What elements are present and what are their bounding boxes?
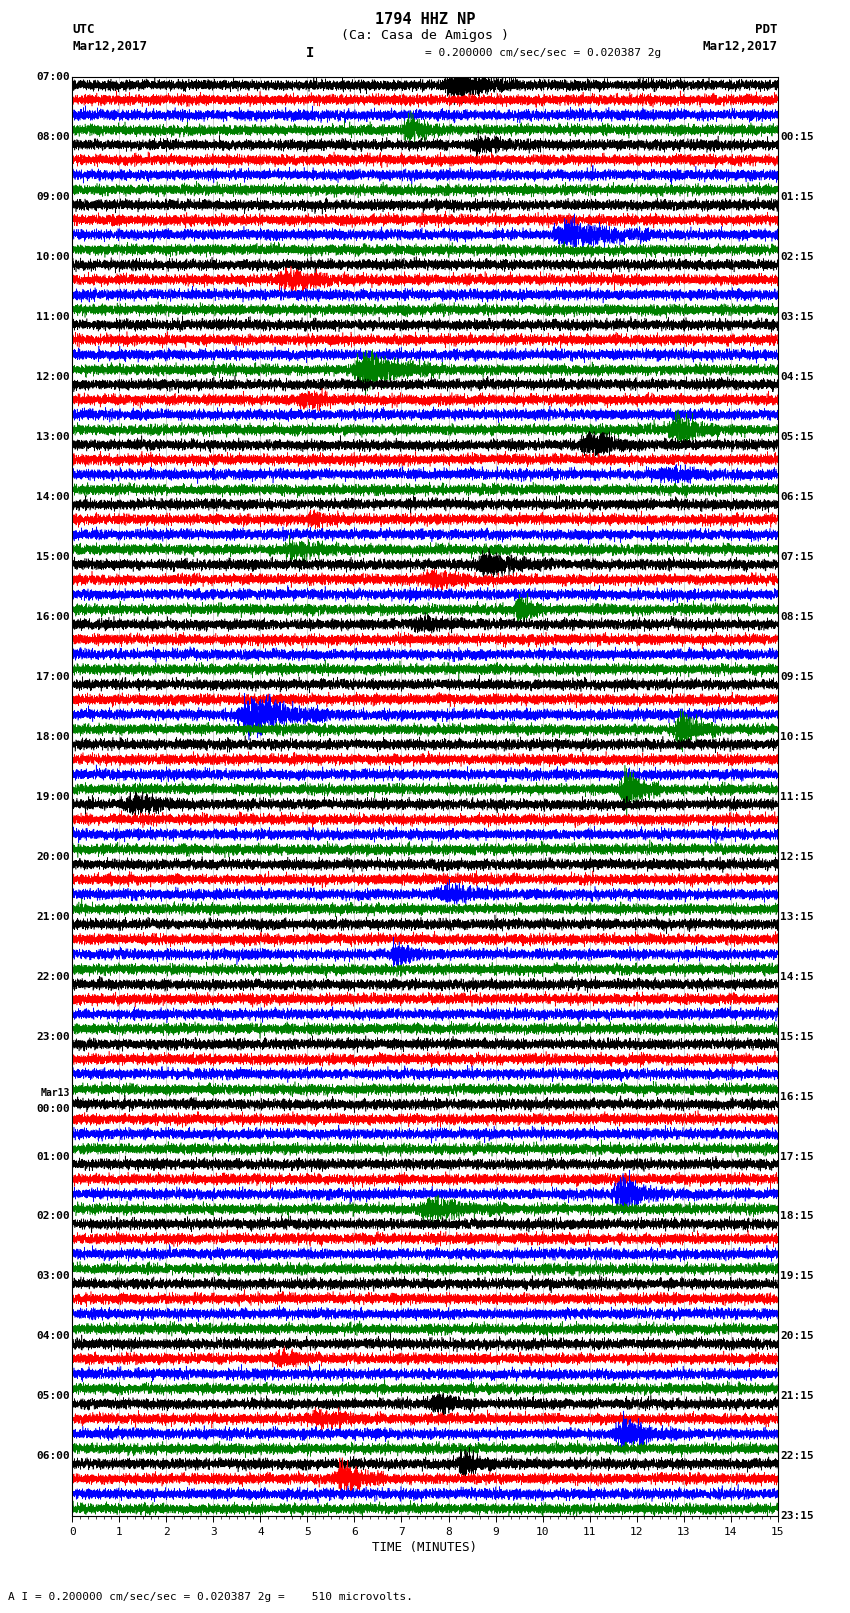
Text: 09:15: 09:15 (780, 673, 814, 682)
Text: 19:15: 19:15 (780, 1271, 814, 1281)
Text: Mar12,2017: Mar12,2017 (703, 40, 778, 53)
Text: 03:15: 03:15 (780, 313, 814, 323)
Text: 17:15: 17:15 (780, 1152, 814, 1161)
Text: 16:00: 16:00 (36, 611, 70, 623)
Text: 02:15: 02:15 (780, 252, 814, 263)
Text: 00:00: 00:00 (36, 1105, 70, 1115)
Text: 08:15: 08:15 (780, 611, 814, 623)
Text: 14:00: 14:00 (36, 492, 70, 502)
Text: (Ca: Casa de Amigos ): (Ca: Casa de Amigos ) (341, 29, 509, 42)
Text: 05:15: 05:15 (780, 432, 814, 442)
Text: 01:15: 01:15 (780, 192, 814, 202)
Text: 18:15: 18:15 (780, 1211, 814, 1221)
Text: 06:00: 06:00 (36, 1452, 70, 1461)
Text: 22:00: 22:00 (36, 971, 70, 982)
Text: 20:15: 20:15 (780, 1331, 814, 1342)
Text: 21:00: 21:00 (36, 911, 70, 921)
Text: 08:00: 08:00 (36, 132, 70, 142)
Text: PDT: PDT (756, 23, 778, 35)
Text: 12:00: 12:00 (36, 373, 70, 382)
Text: 13:00: 13:00 (36, 432, 70, 442)
Text: Mar13: Mar13 (40, 1089, 70, 1098)
Text: 20:00: 20:00 (36, 852, 70, 861)
Text: = 0.200000 cm/sec/sec = 0.020387 2g: = 0.200000 cm/sec/sec = 0.020387 2g (425, 48, 661, 58)
Text: 11:15: 11:15 (780, 792, 814, 802)
Text: 05:00: 05:00 (36, 1392, 70, 1402)
Text: 15:00: 15:00 (36, 552, 70, 561)
Text: 15:15: 15:15 (780, 1032, 814, 1042)
Text: 23:00: 23:00 (36, 1032, 70, 1042)
Text: A I = 0.200000 cm/sec/sec = 0.020387 2g =    510 microvolts.: A I = 0.200000 cm/sec/sec = 0.020387 2g … (8, 1592, 413, 1602)
Text: 10:00: 10:00 (36, 252, 70, 263)
Text: Mar12,2017: Mar12,2017 (72, 40, 147, 53)
Text: 03:00: 03:00 (36, 1271, 70, 1281)
Text: 17:00: 17:00 (36, 673, 70, 682)
Text: 06:15: 06:15 (780, 492, 814, 502)
Text: UTC: UTC (72, 23, 94, 35)
Text: 22:15: 22:15 (780, 1452, 814, 1461)
Text: 09:00: 09:00 (36, 192, 70, 202)
Text: 18:00: 18:00 (36, 732, 70, 742)
Text: 04:15: 04:15 (780, 373, 814, 382)
Text: 10:15: 10:15 (780, 732, 814, 742)
Text: 04:00: 04:00 (36, 1331, 70, 1342)
Text: 12:15: 12:15 (780, 852, 814, 861)
Text: 01:00: 01:00 (36, 1152, 70, 1161)
Text: 11:00: 11:00 (36, 313, 70, 323)
Text: 14:15: 14:15 (780, 971, 814, 982)
Text: 21:15: 21:15 (780, 1392, 814, 1402)
Text: 16:15: 16:15 (780, 1092, 814, 1102)
Text: 19:00: 19:00 (36, 792, 70, 802)
Text: 02:00: 02:00 (36, 1211, 70, 1221)
Text: 00:15: 00:15 (780, 132, 814, 142)
X-axis label: TIME (MINUTES): TIME (MINUTES) (372, 1540, 478, 1553)
Text: 07:15: 07:15 (780, 552, 814, 561)
Text: 23:15: 23:15 (780, 1511, 814, 1521)
Text: 13:15: 13:15 (780, 911, 814, 921)
Text: 1794 HHZ NP: 1794 HHZ NP (375, 11, 475, 27)
Text: I: I (306, 47, 314, 60)
Text: 07:00: 07:00 (36, 73, 70, 82)
